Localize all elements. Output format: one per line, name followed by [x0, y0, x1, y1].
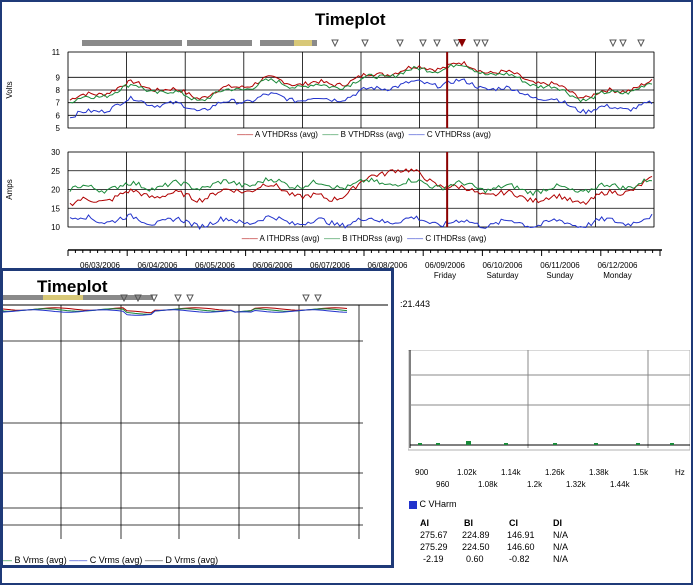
day-tick-label: Friday: [434, 271, 456, 280]
y-tick-label: 8: [56, 86, 61, 95]
amps-legend-a: A ITHDRss (avg): [259, 234, 320, 243]
amps-legend-c: C ITHDRss (avg): [425, 234, 487, 243]
front-legend-c: C Vrms (avg): [89, 555, 143, 565]
spectrum-tick: 1.26k: [545, 468, 565, 477]
date-axis[interactable]: 06/03/2006 06/04/2006 06/05/2006 06/06/2006…: [2, 246, 692, 290]
series-line-a: [69, 168, 653, 207]
date-tick-label: 06/07/2006: [310, 261, 351, 270]
table-cell: -2.19: [423, 554, 444, 564]
date-tick-label: 06/06/2006: [252, 261, 293, 270]
spectrum-tick: 1.08k: [478, 480, 498, 489]
table-cell: N/A: [553, 554, 569, 564]
series-line-b: [69, 63, 653, 104]
spectrum-legend-swatch: [409, 500, 417, 509]
series-line-c: [69, 78, 653, 119]
table-cell: N/A: [553, 542, 569, 552]
amps-legend-b: B ITHDRss (avg): [342, 234, 403, 243]
spectrum-chart[interactable]: [408, 350, 690, 460]
back-window-title: Timeplot: [315, 10, 386, 29]
date-tick-label: 06/04/2006: [137, 261, 178, 270]
spectrum-tick: 1.32k: [566, 480, 586, 489]
spectrum-bars: [418, 441, 674, 445]
table-cell: 224.50: [462, 542, 490, 552]
front-series-line: [3, 309, 348, 316]
y-tick-label: 5: [56, 124, 61, 133]
table-header: CI: [509, 518, 518, 528]
front-legend-d: D Vrms (avg): [165, 555, 219, 565]
y-tick-label: 20: [51, 186, 60, 195]
table-cell: 0.60: [466, 554, 484, 564]
event-marker-strip[interactable]: [62, 38, 662, 50]
spectrum-legend: C VHarm: [409, 499, 457, 509]
front-vrms-chart[interactable]: [3, 303, 391, 543]
series-line-c: [69, 213, 653, 231]
table-cell: 146.60: [507, 542, 535, 552]
front-timeplot-window[interactable]: Timeplot — B Vrms (avg) —— C Vrms (avg) …: [0, 268, 394, 568]
cursor-timestamp: :21.443: [400, 299, 431, 309]
volts-legend: —— A VTHDRss (avg) —— B VTHDRss (avg) ——…: [237, 130, 491, 139]
spectrum-x-unit: Hz: [675, 468, 685, 477]
spectrum-tick: 1.02k: [457, 468, 477, 477]
table-cell: 275.67: [420, 530, 448, 540]
date-tick-label: 06/08/2006: [367, 261, 408, 270]
spectrum-tick: 1.38k: [589, 468, 609, 477]
spectrum-tick: 1.44k: [610, 480, 630, 489]
y-tick-label: 7: [56, 99, 61, 108]
date-tick-label: 06/09/2006: [425, 261, 466, 270]
y-tick-label: 15: [51, 204, 60, 213]
date-tick-label: 06/12/2006: [597, 261, 638, 270]
y-tick-label: 25: [51, 167, 60, 176]
spectrum-tick: 1.14k: [501, 468, 521, 477]
volts-chart[interactable]: 11 9 8 7 6 5 Volts: [2, 48, 662, 148]
front-legend: — B Vrms (avg) —— C Vrms (avg) —— D Vrms…: [3, 555, 219, 565]
spectrum-tick: 900: [415, 468, 429, 477]
volts-legend-c: C VTHDRss (avg): [426, 130, 491, 139]
table-cell: 224.89: [462, 530, 490, 540]
volts-legend-b: B VTHDRss (avg): [340, 130, 405, 139]
series-line-a: [69, 60, 653, 101]
table-cell: 275.29: [420, 542, 448, 552]
spectrum-legend-label: C VHarm: [419, 499, 457, 509]
table-cell: 146.91: [507, 530, 535, 540]
date-tick-label: 06/05/2006: [195, 261, 236, 270]
table-cell: -0.82: [509, 554, 530, 564]
table-header: BI: [464, 518, 473, 528]
front-legend-b: B Vrms (avg): [14, 555, 67, 565]
spectrum-tick: 1.2k: [527, 480, 543, 489]
table-header: AI: [420, 518, 429, 528]
table-header: DI: [553, 518, 562, 528]
day-tick-label: Sunday: [546, 271, 573, 280]
day-tick-label: Saturday: [486, 271, 518, 280]
volts-legend-a: A VTHDRss (avg): [254, 130, 318, 139]
series-line-b: [69, 177, 653, 197]
table-cell: N/A: [553, 530, 569, 540]
spectrum-tick: 960: [436, 480, 450, 489]
spectrum-tick: 1.5k: [633, 468, 649, 477]
date-tick-label: 06/03/2006: [80, 261, 121, 270]
front-window-title: Timeplot: [37, 277, 108, 296]
date-tick-label: 06/10/2006: [482, 261, 523, 270]
day-tick-label: Monday: [603, 271, 631, 280]
y-tick-label: 6: [56, 111, 61, 120]
amps-legend: —— A ITHDRss (avg) —— B ITHDRss (avg) ——…: [241, 234, 487, 243]
y-tick-label: 9: [56, 73, 61, 82]
amps-chart[interactable]: 30 25 20 15 10 Amps: [2, 147, 662, 232]
y-tick-label: 11: [52, 48, 61, 57]
front-event-marker-strip[interactable]: [3, 293, 391, 305]
y-axis-label: Amps: [5, 179, 14, 199]
date-tick-label: 06/11/2006: [540, 261, 580, 270]
y-tick-label: 10: [51, 223, 60, 232]
y-tick-label: 30: [51, 148, 60, 157]
y-axis-label: Volts: [5, 81, 14, 98]
